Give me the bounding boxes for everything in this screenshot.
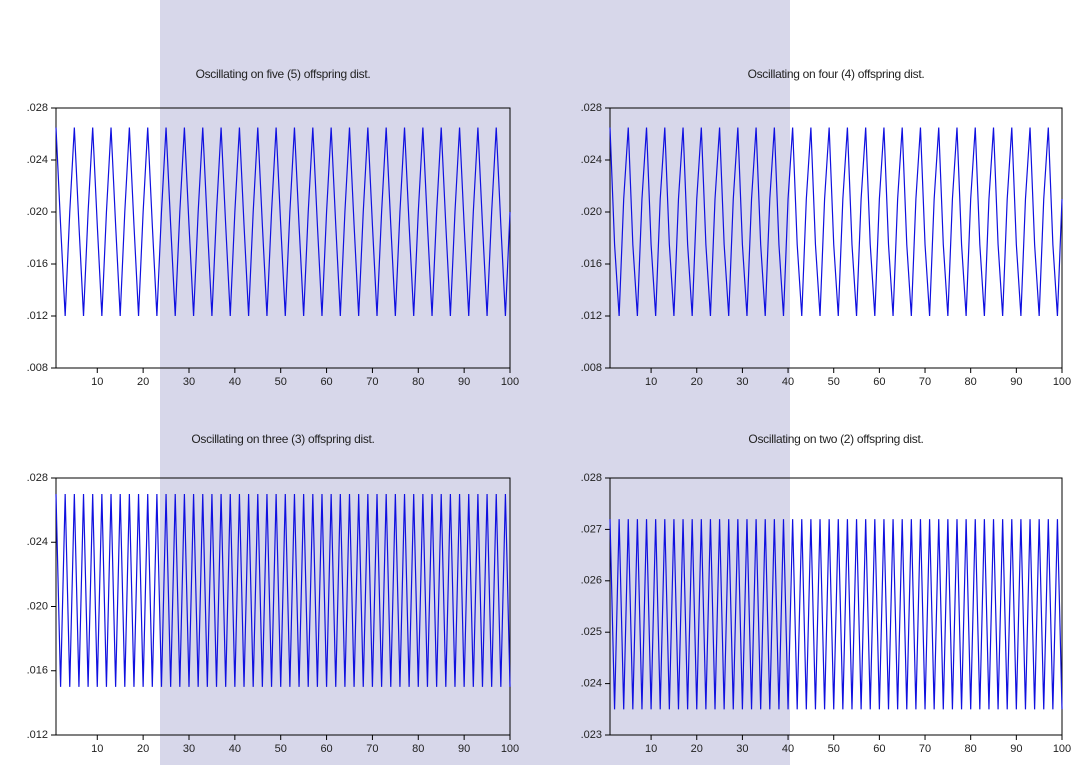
x-tick-label: 10 — [645, 376, 657, 388]
y-tick-label: .012 — [27, 729, 48, 741]
x-tick-label: 30 — [736, 743, 748, 755]
y-tick-label: .008 — [581, 362, 602, 374]
x-tick-label: 100 — [501, 376, 519, 388]
x-tick-label: 20 — [691, 376, 703, 388]
x-tick-label: 90 — [458, 743, 470, 755]
page: Oscillating on five (5) offspring dist..… — [0, 0, 1083, 765]
x-tick-label: 100 — [501, 743, 519, 755]
chart-title: Oscillating on four (4) offspring dist. — [748, 67, 925, 81]
x-tick-label: 50 — [275, 743, 287, 755]
x-tick-label: 100 — [1053, 376, 1071, 388]
x-tick-label: 30 — [183, 743, 195, 755]
figure: Oscillating on five (5) offspring dist..… — [0, 0, 1083, 765]
y-tick-label: .024 — [27, 536, 48, 548]
x-tick-label: 70 — [366, 743, 378, 755]
chart-title: Oscillating on five (5) offspring dist. — [196, 67, 371, 81]
x-tick-label: 70 — [366, 376, 378, 388]
x-tick-label: 60 — [320, 376, 332, 388]
x-tick-label: 60 — [320, 743, 332, 755]
x-tick-label: 30 — [183, 376, 195, 388]
x-tick-label: 10 — [91, 743, 103, 755]
x-tick-label: 80 — [965, 376, 977, 388]
x-tick-label: 50 — [828, 743, 840, 755]
y-tick-label: .028 — [581, 472, 602, 484]
y-tick-label: .028 — [27, 102, 48, 114]
y-tick-label: .012 — [27, 310, 48, 322]
y-tick-label: .023 — [581, 729, 602, 741]
y-tick-label: .008 — [27, 362, 48, 374]
x-tick-label: 50 — [828, 376, 840, 388]
x-tick-label: 20 — [691, 743, 703, 755]
x-tick-label: 90 — [1010, 376, 1022, 388]
chart-title: Oscillating on two (2) offspring dist. — [748, 432, 923, 446]
x-tick-label: 80 — [412, 743, 424, 755]
y-tick-label: .028 — [581, 102, 602, 114]
x-tick-label: 30 — [736, 376, 748, 388]
x-tick-label: 80 — [965, 743, 977, 755]
y-tick-label: .020 — [27, 206, 48, 218]
chart-title: Oscillating on three (3) offspring dist. — [191, 432, 374, 446]
x-tick-label: 60 — [873, 743, 885, 755]
y-tick-label: .024 — [27, 154, 48, 166]
y-tick-label: .025 — [581, 626, 602, 638]
x-tick-label: 90 — [458, 376, 470, 388]
y-tick-label: .012 — [581, 310, 602, 322]
x-tick-label: 90 — [1010, 743, 1022, 755]
y-tick-label: .028 — [27, 472, 48, 484]
y-tick-label: .020 — [581, 206, 602, 218]
x-tick-label: 10 — [91, 376, 103, 388]
x-tick-label: 40 — [229, 376, 241, 388]
x-tick-label: 40 — [782, 376, 794, 388]
y-tick-label: .020 — [27, 600, 48, 612]
y-tick-label: .024 — [581, 154, 602, 166]
x-tick-label: 10 — [645, 743, 657, 755]
y-tick-label: .016 — [27, 258, 48, 270]
y-tick-label: .027 — [581, 523, 602, 535]
y-tick-label: .016 — [581, 258, 602, 270]
x-tick-label: 20 — [137, 376, 149, 388]
x-tick-label: 20 — [137, 743, 149, 755]
x-tick-label: 80 — [412, 376, 424, 388]
x-tick-label: 40 — [782, 743, 794, 755]
x-tick-label: 50 — [275, 376, 287, 388]
y-tick-label: .026 — [581, 575, 602, 587]
x-tick-label: 60 — [873, 376, 885, 388]
x-tick-label: 40 — [229, 743, 241, 755]
x-tick-label: 70 — [919, 743, 931, 755]
x-tick-label: 100 — [1053, 743, 1071, 755]
x-tick-label: 70 — [919, 376, 931, 388]
y-tick-label: .024 — [581, 678, 602, 690]
y-tick-label: .016 — [27, 665, 48, 677]
